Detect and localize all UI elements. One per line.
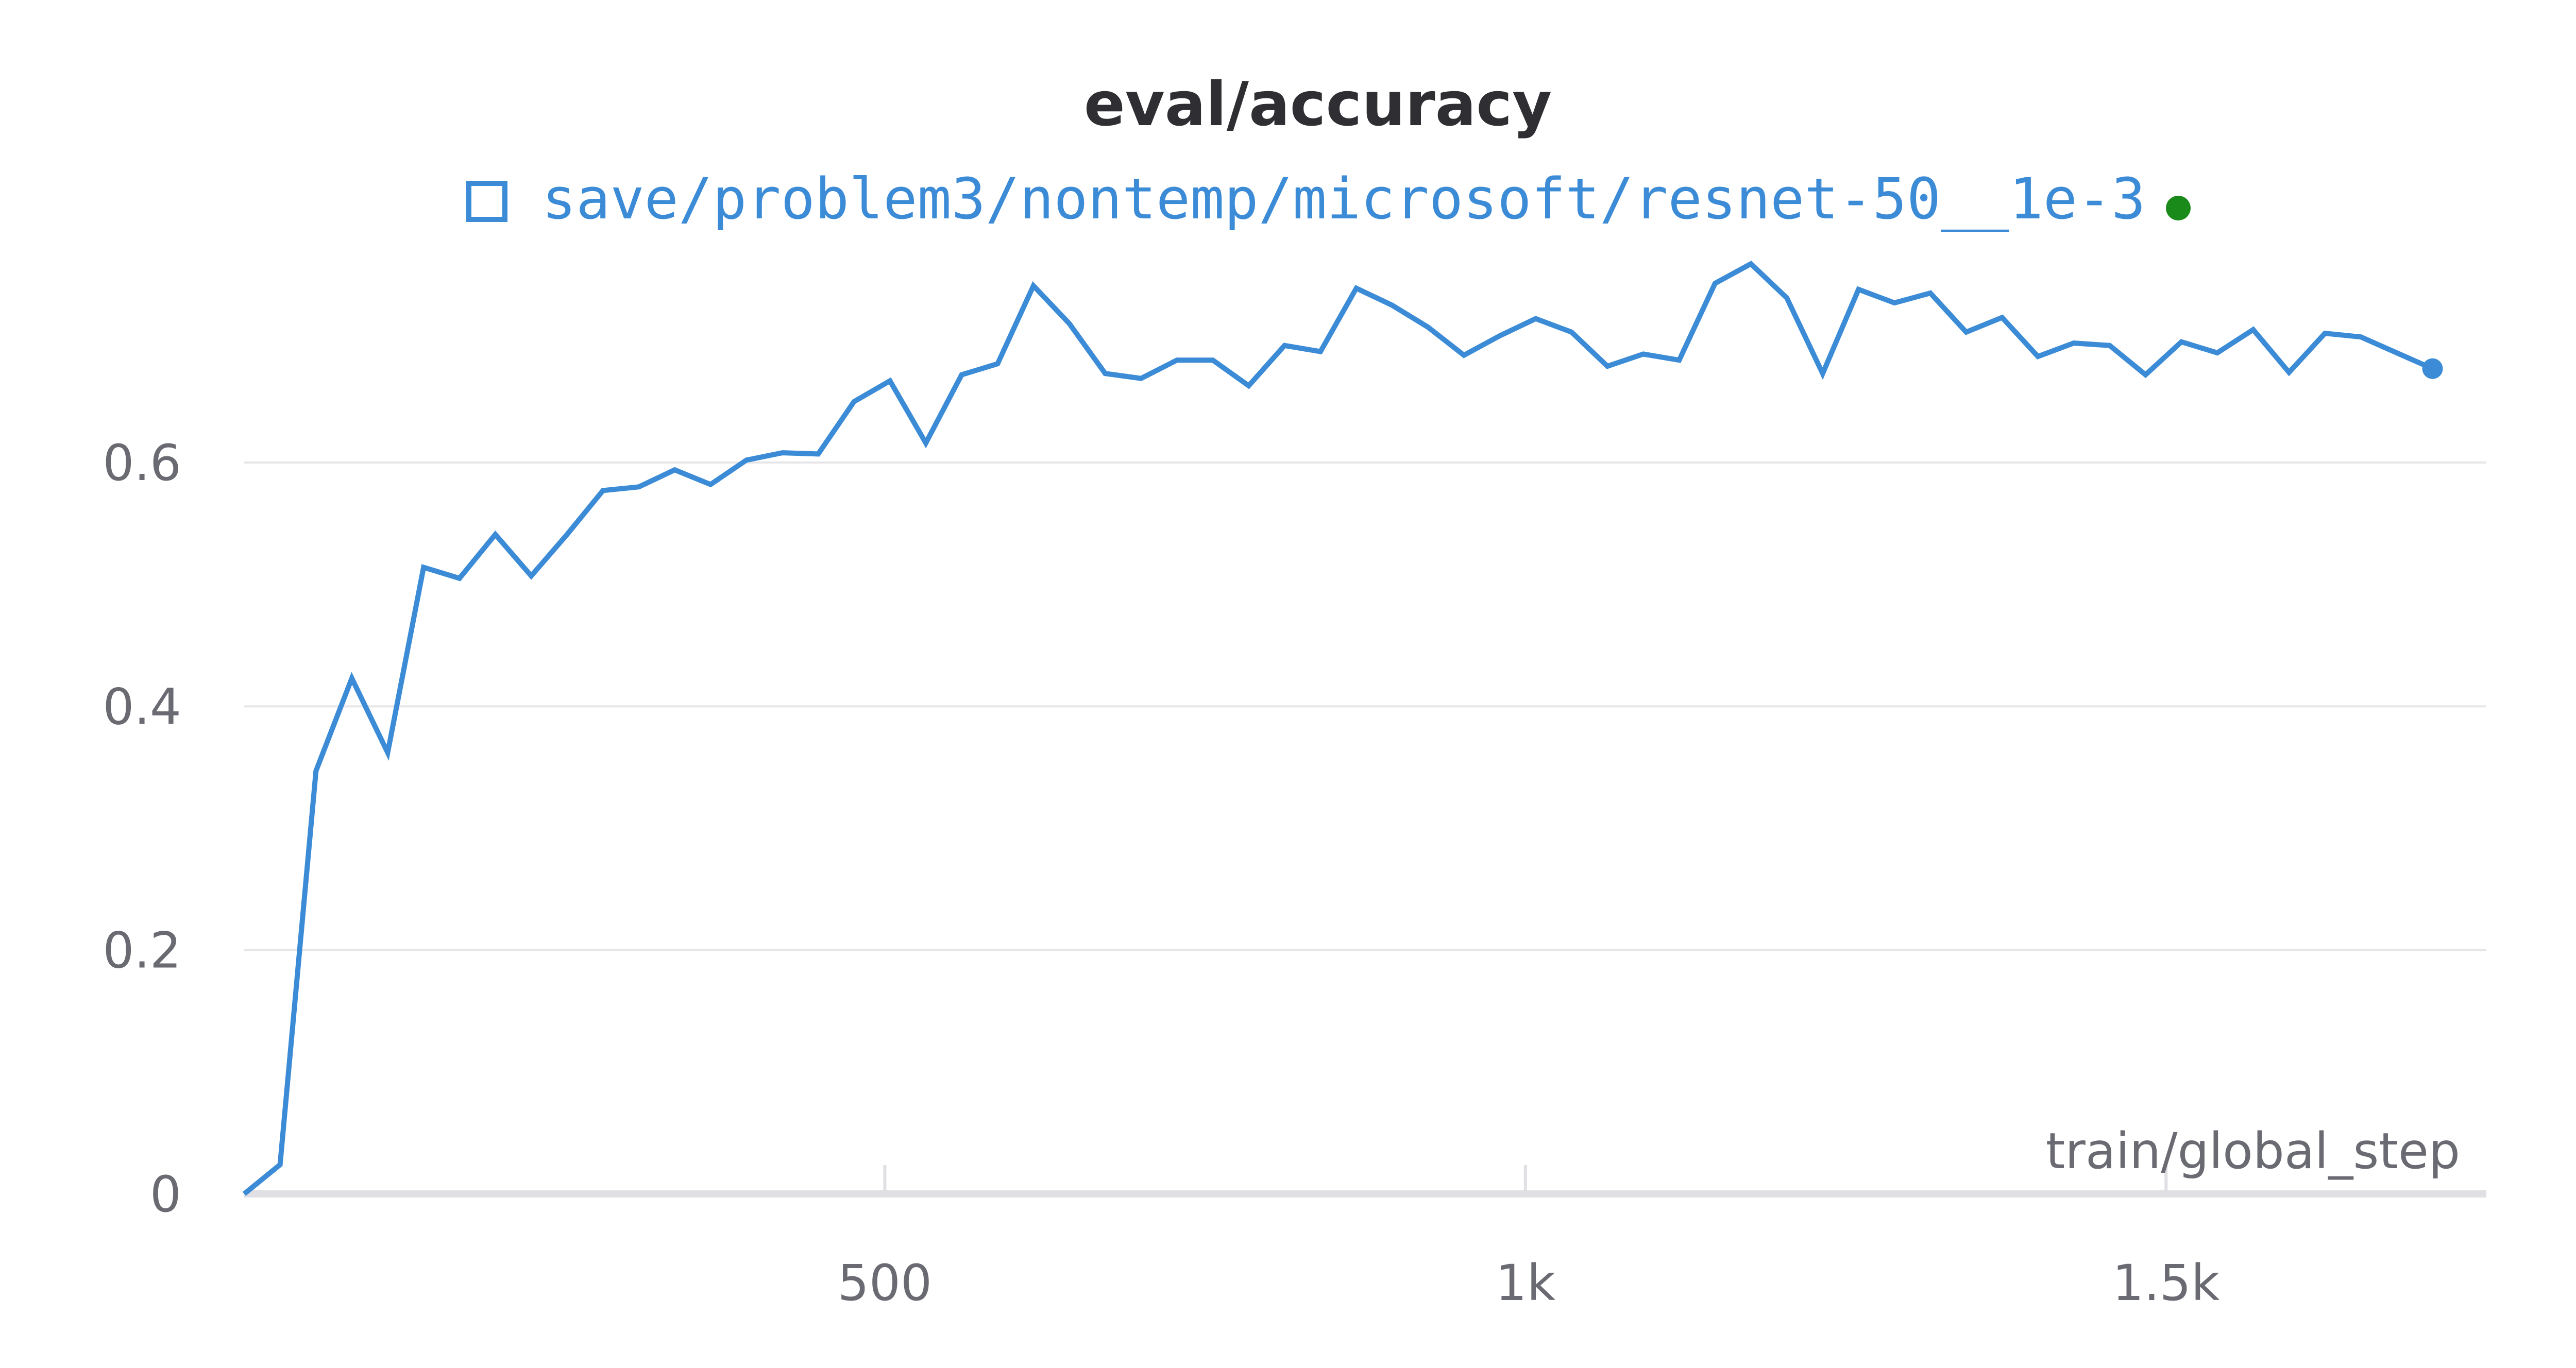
y-tick-label: 0 [150,1166,181,1223]
y-tick-label: 0.4 [103,678,181,736]
status-dot-icon [2166,196,2191,220]
grid-lines [244,461,2486,951]
square-outline-icon[interactable] [466,181,507,222]
x-tick-label: 1.5k [2112,1254,2220,1312]
legend[interactable]: save/problem3/nontemp/microsoft/resnet-5… [466,166,2191,232]
series-endpoint-marker [2422,358,2443,379]
y-tick-label: 0.6 [103,434,181,492]
x-tick-label: 1k [1496,1254,1556,1312]
chart-title: eval/accuracy [1084,69,1552,140]
x-axis-ticks: 500 1k 1.5k [838,1165,2220,1312]
series-line [242,261,2434,1196]
x-tick-label: 500 [838,1254,932,1312]
x-axis-label: train/global_step [2046,1122,2460,1180]
series-group [242,261,2443,1196]
y-tick-label: 0.2 [103,922,181,980]
y-axis-ticks: 0 0.2 0.4 0.6 [103,434,181,1223]
legend-series-label[interactable]: save/problem3/nontemp/microsoft/resnet-5… [542,166,2146,232]
